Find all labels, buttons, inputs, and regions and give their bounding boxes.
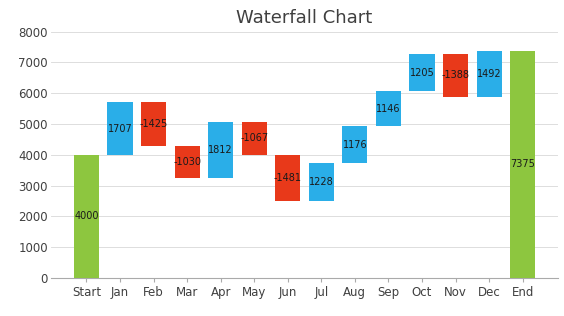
Bar (74, 155, 99, 278)
Text: -1030: -1030 (173, 157, 201, 167)
Bar (107, 102, 133, 155)
Text: 1176: 1176 (342, 140, 367, 149)
Bar (409, 54, 435, 91)
Text: 1146: 1146 (376, 104, 400, 114)
Text: 1707: 1707 (108, 124, 133, 134)
Bar (141, 102, 166, 146)
Text: 4000: 4000 (74, 211, 99, 222)
Bar (477, 51, 502, 97)
Text: -1388: -1388 (442, 70, 470, 81)
Bar (510, 51, 535, 278)
Text: 1228: 1228 (309, 177, 334, 187)
Title: Waterfall Chart: Waterfall Chart (236, 9, 373, 27)
Text: 1205: 1205 (409, 68, 434, 78)
Text: -1481: -1481 (274, 173, 302, 183)
Bar (174, 146, 200, 178)
Bar (208, 122, 233, 178)
Text: 7375: 7375 (510, 160, 535, 169)
Text: -1425: -1425 (139, 119, 168, 129)
Bar (443, 54, 468, 97)
Bar (275, 155, 301, 201)
Bar (342, 126, 368, 163)
Text: -1067: -1067 (240, 133, 268, 143)
Bar (376, 91, 401, 126)
Text: 1812: 1812 (208, 145, 233, 155)
Bar (241, 122, 267, 155)
Bar (309, 163, 334, 201)
Text: 1492: 1492 (477, 69, 501, 79)
